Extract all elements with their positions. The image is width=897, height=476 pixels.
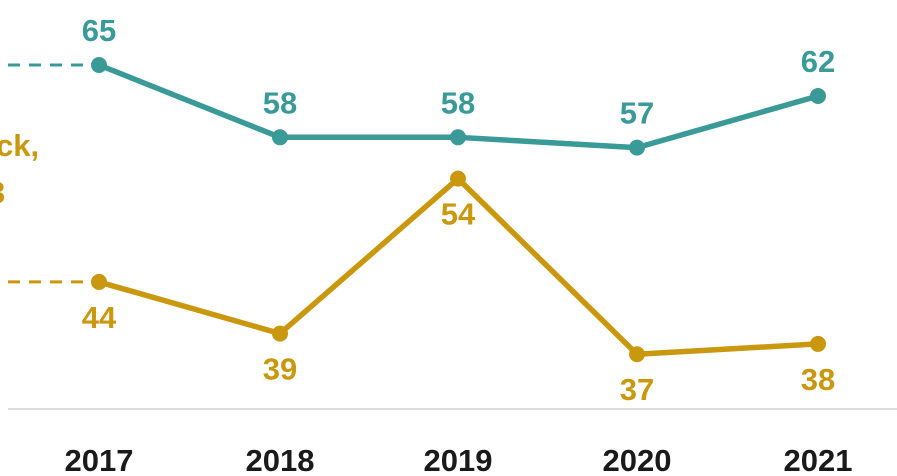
series-1-point-2020 bbox=[629, 346, 645, 363]
cropped-series-label-top: ck, bbox=[0, 128, 39, 163]
x-tick-labels: 2017 2018 2019 2020 2021 bbox=[65, 443, 853, 476]
cropped-series-label-bottom: 3 bbox=[0, 175, 5, 210]
x-tick-label-2018: 2018 bbox=[246, 443, 315, 476]
series-points bbox=[91, 57, 826, 363]
x-tick-label-2020: 2020 bbox=[603, 443, 672, 476]
series-1-data-label-2018: 39 bbox=[263, 352, 297, 387]
series-0-data-label-2017: 65 bbox=[82, 13, 116, 48]
series-1-data-label-2020: 37 bbox=[620, 372, 654, 407]
series-1-point-2017 bbox=[91, 273, 107, 290]
x-tick-label-2021: 2021 bbox=[784, 443, 853, 476]
x-tick-label-2017: 2017 bbox=[65, 443, 134, 476]
series-0-data-label-2018: 58 bbox=[263, 85, 297, 120]
series-0-point-2018 bbox=[272, 129, 288, 146]
series-1-data-label-2019: 54 bbox=[441, 197, 476, 232]
series-0-data-label-2020: 57 bbox=[620, 96, 654, 131]
series-1-point-2019 bbox=[450, 170, 466, 187]
series-0-data-label-2019: 58 bbox=[441, 85, 475, 120]
x-tick-label-2019: 2019 bbox=[424, 443, 493, 476]
series-1-point-2021 bbox=[810, 335, 826, 352]
series-0-data-label-2021: 62 bbox=[801, 44, 835, 79]
series-lines bbox=[8, 62, 821, 357]
series-1-data-label-2021: 38 bbox=[801, 362, 835, 397]
series-1-point-2018 bbox=[272, 325, 288, 342]
series-0-point-2020 bbox=[629, 139, 645, 156]
series-0-point-2019 bbox=[450, 129, 466, 146]
series-1-data-label-2017: 44 bbox=[82, 300, 117, 335]
series-0-point-2021 bbox=[810, 87, 826, 104]
series-0-point-2017 bbox=[91, 57, 107, 73]
data-labels: 65 58 58 57 62 44 39 54 37 38 bbox=[82, 13, 835, 407]
